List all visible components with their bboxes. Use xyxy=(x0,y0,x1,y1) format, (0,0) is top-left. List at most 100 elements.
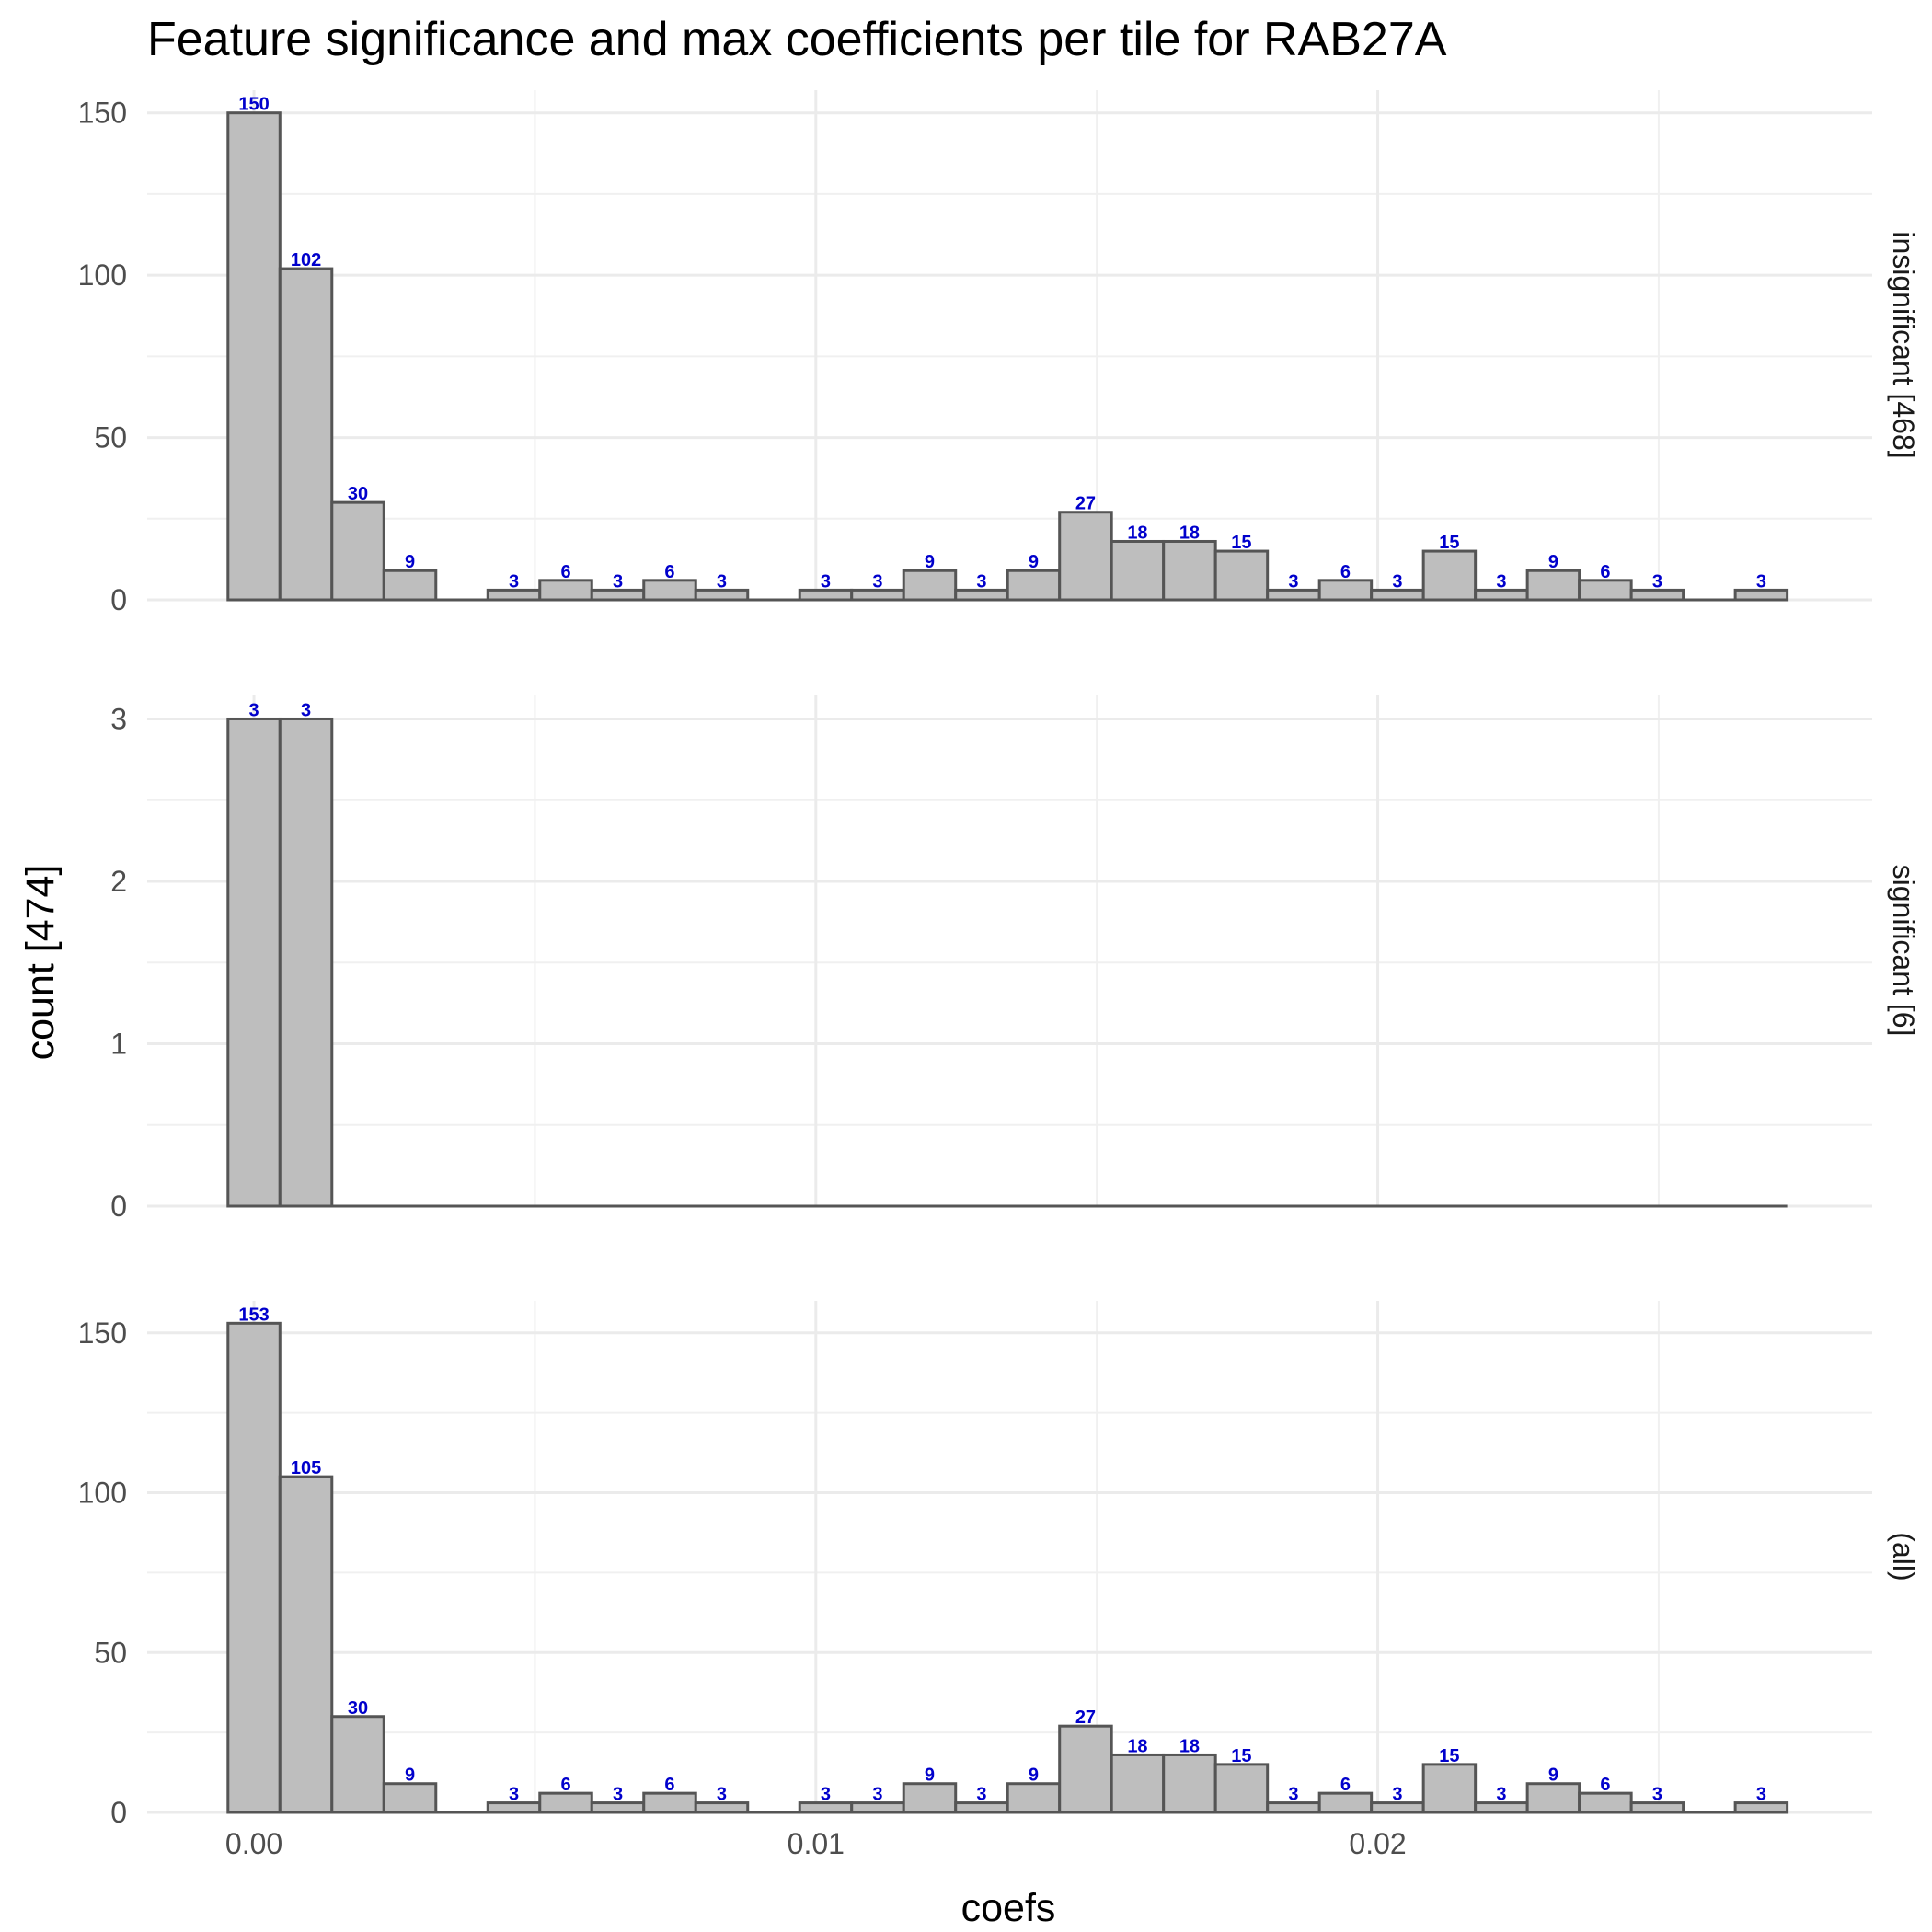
y-tick-label: 3 xyxy=(110,702,127,735)
histogram-bar xyxy=(1525,1782,1581,1814)
histogram-bar xyxy=(226,717,282,1208)
facet-strip-label: insignificant [468] xyxy=(1887,231,1920,458)
histogram-bar xyxy=(382,1782,438,1814)
histogram-bar xyxy=(538,579,593,602)
histogram-bar xyxy=(382,569,438,602)
histogram-bar xyxy=(1213,1763,1270,1814)
histogram-bar xyxy=(1578,579,1633,602)
y-tick-label: 100 xyxy=(78,1477,127,1510)
histogram-bar xyxy=(538,1791,593,1814)
facet-strip-label: significant [6] xyxy=(1887,865,1920,1037)
bar-count-label: 9 xyxy=(405,552,415,572)
bar-count-label: 3 xyxy=(1288,571,1298,592)
bar-count-label: 9 xyxy=(1548,1765,1558,1786)
bar-count-label: 3 xyxy=(976,571,986,592)
bar-count-label: 27 xyxy=(1075,1708,1096,1728)
facet-strip-label: (all) xyxy=(1887,1532,1920,1581)
histogram-bar xyxy=(1213,549,1270,602)
bar-count-label: 15 xyxy=(1231,533,1251,553)
x-tick-label: 0.00 xyxy=(225,1827,282,1860)
bar-count-label: 3 xyxy=(1496,571,1506,592)
histogram-bar xyxy=(694,588,750,602)
bar-count-label: 3 xyxy=(1756,571,1766,592)
bar-count-label: 18 xyxy=(1179,523,1200,543)
bar-count-label: 3 xyxy=(1652,1785,1662,1805)
histogram-bar xyxy=(1421,1763,1478,1814)
y-tick-label: 100 xyxy=(78,259,127,292)
y-axis-title: count [474] xyxy=(18,865,63,1061)
bar-count-label: 3 xyxy=(248,700,259,720)
bar-count-label: 18 xyxy=(1127,523,1147,543)
bar-count-label: 3 xyxy=(872,571,882,592)
y-tick-label: 50 xyxy=(94,1636,127,1669)
bar-count-label: 3 xyxy=(821,1785,831,1805)
y-tick-label: 0 xyxy=(110,1190,127,1223)
histogram-bar xyxy=(902,1782,958,1814)
bar-count-label: 3 xyxy=(1756,1785,1766,1805)
bar-count-label: 3 xyxy=(509,1785,519,1805)
bar-count-label: 9 xyxy=(925,1765,935,1786)
facet-panel: 0 1 2 3 3 3 significant [6] xyxy=(110,695,1920,1223)
bar-count-label: 3 xyxy=(1496,1785,1506,1805)
y-tick-label: 1 xyxy=(110,1027,127,1060)
histogram-bar xyxy=(1525,569,1581,602)
bar-count-label: 3 xyxy=(1392,571,1402,592)
bar-count-label: 15 xyxy=(1439,1746,1459,1766)
histogram-bar xyxy=(1317,1791,1374,1814)
y-tick-label: 0 xyxy=(110,1796,127,1829)
x-tick-label: 0.01 xyxy=(788,1827,845,1860)
histogram-bar xyxy=(1733,588,1789,602)
histogram-bar xyxy=(1110,1753,1166,1814)
y-tick-label: 50 xyxy=(94,421,127,454)
bar-count-label: 15 xyxy=(1439,533,1459,553)
bar-count-label: 3 xyxy=(301,700,311,720)
bar-count-label: 3 xyxy=(872,1785,882,1805)
histogram-bar xyxy=(278,1475,334,1814)
bar-count-label: 6 xyxy=(1600,562,1610,582)
bar-count-label: 18 xyxy=(1179,1736,1200,1756)
bar-count-label: 3 xyxy=(1392,1785,1402,1805)
histogram-bar xyxy=(902,569,958,602)
bar-count-label: 27 xyxy=(1075,494,1096,514)
bar-count-label: 9 xyxy=(925,552,935,572)
histogram-bar xyxy=(1578,1791,1633,1814)
y-tick-label: 150 xyxy=(78,1317,127,1350)
bar-count-label: 105 xyxy=(291,1458,321,1478)
histogram-bar xyxy=(1733,1801,1789,1814)
histogram-bar xyxy=(226,111,282,602)
y-tick-label: 0 xyxy=(110,583,127,616)
bar-count-label: 6 xyxy=(1340,1775,1351,1795)
y-tick-label: 150 xyxy=(78,97,127,130)
bar-count-label: 3 xyxy=(717,571,727,592)
histogram-bar xyxy=(1162,1753,1217,1814)
x-tick-label: 0.02 xyxy=(1349,1827,1406,1860)
histogram-bar xyxy=(1110,539,1166,602)
bar-count-label: 9 xyxy=(405,1765,415,1786)
bar-count-label: 6 xyxy=(1600,1775,1610,1795)
histogram-bar xyxy=(1317,579,1374,602)
histogram-bar xyxy=(278,717,334,1208)
histogram-bar xyxy=(278,267,334,602)
facet-panel: 0 50 100 150 150 102 30 9 3 6 3 6 3 3 3 9 3 9 27 18 18 15 3 6 3 1… xyxy=(78,90,1920,616)
histogram-bar xyxy=(1629,588,1685,602)
bar-count-label: 18 xyxy=(1127,1736,1147,1756)
bar-count-label: 3 xyxy=(613,1785,623,1805)
bar-count-label: 6 xyxy=(1340,562,1351,582)
bar-count-label: 102 xyxy=(291,250,321,270)
histogram-bar xyxy=(694,1801,750,1814)
bar-count-label: 3 xyxy=(821,571,831,592)
bar-count-label: 3 xyxy=(613,571,623,592)
chart-title: Feature significance and max coefficient… xyxy=(147,13,1447,66)
y-tick-label: 2 xyxy=(110,865,127,898)
x-axis-title: coefs xyxy=(961,1886,1056,1930)
bar-count-label: 30 xyxy=(348,1698,368,1719)
bar-count-label: 9 xyxy=(1029,1765,1039,1786)
histogram-bar xyxy=(226,1321,282,1814)
bar-count-label: 6 xyxy=(664,562,674,582)
bar-count-label: 6 xyxy=(664,1775,674,1795)
bar-count-label: 3 xyxy=(1288,1785,1298,1805)
histogram-bar xyxy=(642,579,697,602)
